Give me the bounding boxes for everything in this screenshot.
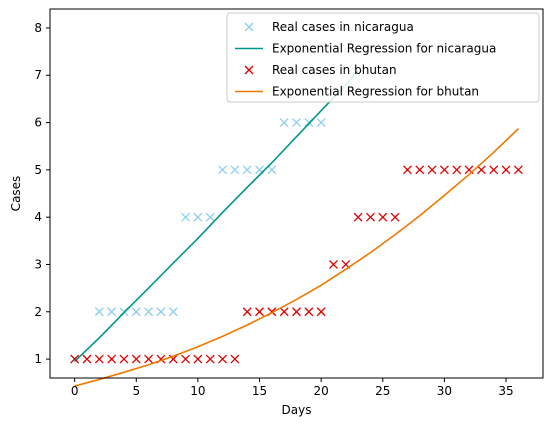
plot-area (70, 69, 523, 387)
data-point-real-cases-in-bhutan (489, 165, 499, 175)
x-tick-label: 5 (132, 384, 140, 398)
data-point-real-cases-in-nicaragua (193, 212, 203, 222)
data-point-real-cases-in-bhutan (501, 165, 511, 175)
data-point-real-cases-in-bhutan (107, 354, 117, 364)
y-tick-label: 8 (34, 21, 42, 35)
legend-marker-swatch (244, 65, 254, 75)
legend-label: Exponential Regression for nicaragua (272, 42, 496, 56)
y-tick-label: 4 (34, 210, 42, 224)
data-point-real-cases-in-nicaragua (94, 307, 104, 317)
data-point-real-cases-in-bhutan (353, 212, 363, 222)
data-point-real-cases-in-bhutan (230, 354, 240, 364)
legend-marker-swatch (244, 22, 254, 32)
data-point-real-cases-in-bhutan (205, 354, 215, 364)
data-point-real-cases-in-bhutan (402, 165, 412, 175)
legend-label: Real cases in nicaragua (272, 20, 414, 34)
x-tick-label: 35 (498, 384, 513, 398)
data-point-real-cases-in-bhutan (255, 307, 264, 317)
data-point-real-cases-in-bhutan (82, 354, 92, 364)
x-tick-label: 10 (190, 384, 205, 398)
data-point-real-cases-in-nicaragua (205, 212, 215, 222)
y-axis-label: Cases (9, 176, 23, 212)
data-point-real-cases-in-nicaragua (144, 307, 154, 317)
data-point-real-cases-in-nicaragua (107, 307, 117, 317)
data-point-real-cases-in-bhutan (304, 307, 314, 317)
data-point-real-cases-in-bhutan (119, 354, 129, 364)
data-point-real-cases-in-nicaragua (292, 118, 301, 127)
data-point-real-cases-in-bhutan (513, 165, 523, 175)
data-point-real-cases-in-bhutan (193, 354, 203, 364)
data-point-real-cases-in-nicaragua (267, 165, 277, 175)
legend: Real cases in nicaragua Exponential Regre… (226, 12, 540, 103)
data-point-real-cases-in-nicaragua (131, 307, 141, 317)
x-axis-label: Days (282, 403, 312, 417)
data-point-real-cases-in-bhutan (329, 260, 338, 269)
data-point-real-cases-in-bhutan (415, 165, 425, 175)
data-point-real-cases-in-bhutan (94, 354, 104, 364)
y-tick-label: 7 (34, 68, 42, 82)
data-point-real-cases-in-nicaragua (279, 118, 289, 127)
data-point-real-cases-in-bhutan (279, 307, 289, 317)
data-point-real-cases-in-nicaragua (316, 118, 326, 127)
series-line-exponential-regression-for-nicaragua (74, 69, 359, 363)
x-tick-label: 25 (375, 384, 390, 398)
data-point-real-cases-in-bhutan (181, 354, 191, 364)
y-tick-label: 5 (34, 163, 42, 177)
data-point-real-cases-in-nicaragua (230, 165, 240, 175)
data-point-real-cases-in-bhutan (218, 354, 228, 364)
y-tick-label: 2 (34, 305, 42, 319)
y-tick-label: 1 (34, 352, 42, 366)
data-point-real-cases-in-nicaragua (181, 212, 191, 222)
axes-frame (49, 8, 544, 379)
data-point-real-cases-in-bhutan (427, 165, 437, 175)
legend-label: Real cases in bhutan (272, 63, 397, 77)
data-point-real-cases-in-bhutan (292, 307, 301, 317)
ticks: 0 5 10 15 20 25 30 35 1 2 3 4 5 6 7 8 (34, 21, 513, 398)
data-point-real-cases-in-bhutan (365, 212, 375, 222)
data-point-real-cases-in-bhutan (144, 354, 154, 364)
x-tick-label: 15 (252, 384, 267, 398)
data-point-real-cases-in-bhutan (390, 212, 400, 222)
x-tick-label: 30 (437, 384, 452, 398)
legend-box (226, 12, 540, 103)
data-point-real-cases-in-bhutan (131, 354, 141, 364)
y-tick-label: 3 (34, 257, 42, 271)
data-point-real-cases-in-nicaragua (218, 165, 228, 175)
x-tick-label: 20 (314, 384, 329, 398)
legend-label: Exponential Regression for bhutan (272, 85, 479, 99)
data-point-real-cases-in-bhutan (242, 307, 252, 317)
data-point-real-cases-in-nicaragua (168, 307, 178, 317)
x-tick-label: 0 (71, 384, 79, 398)
series-line-exponential-regression-for-bhutan (74, 128, 519, 387)
data-point-real-cases-in-bhutan (476, 165, 486, 175)
y-tick-label: 6 (34, 116, 42, 130)
data-point-real-cases-in-bhutan (439, 165, 449, 175)
data-point-real-cases-in-nicaragua (242, 165, 252, 175)
data-point-real-cases-in-bhutan (452, 165, 462, 175)
data-point-real-cases-in-nicaragua (156, 307, 166, 317)
data-point-real-cases-in-bhutan (378, 212, 388, 222)
data-point-real-cases-in-bhutan (316, 307, 326, 317)
data-point-real-cases-in-bhutan (70, 354, 80, 364)
